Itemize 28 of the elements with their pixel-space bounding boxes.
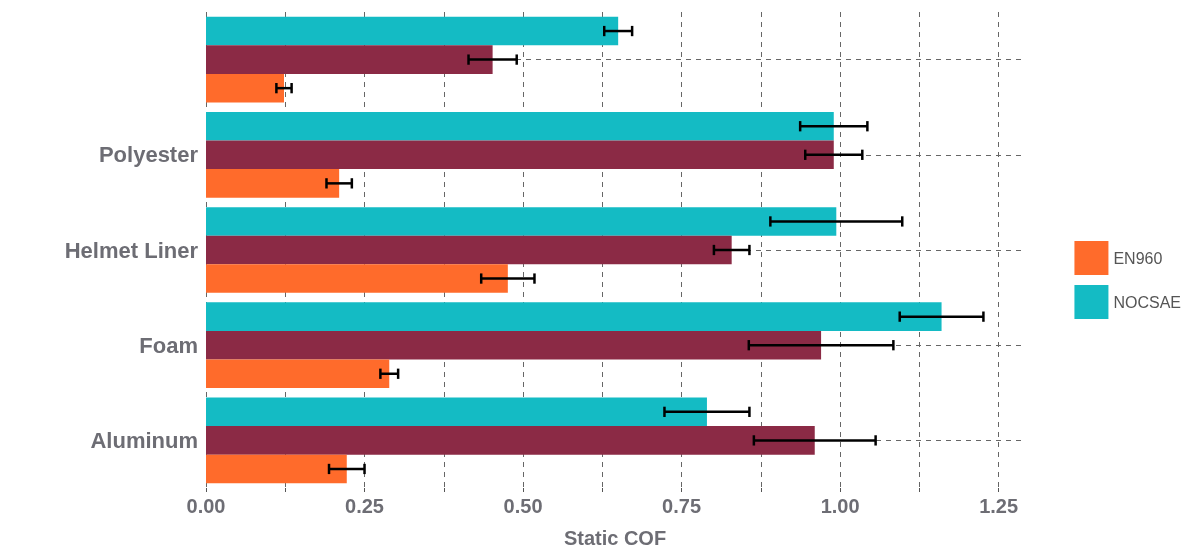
bar: [206, 73, 284, 103]
x-tick-label: 1.00: [820, 495, 860, 517]
bar: [206, 111, 834, 141]
y-tick-label: Polyester: [98, 142, 199, 168]
bar: [206, 207, 837, 236]
bar: [206, 302, 942, 331]
y-tick-label: Foam: [139, 332, 198, 358]
bar: [206, 454, 347, 484]
bar: [206, 235, 732, 265]
bar: [206, 45, 493, 74]
x-tick-label: 0.00: [186, 495, 226, 517]
bar: [206, 16, 619, 46]
y-tick-label: Helmet Liner: [64, 237, 199, 263]
legend-label: NOCSAE: [1113, 293, 1182, 311]
x-tick-label: 0.75: [662, 495, 702, 517]
bar: [206, 397, 707, 427]
bar: [206, 359, 390, 389]
legend-label: EN960: [1113, 249, 1163, 267]
bar: [206, 330, 822, 360]
x-tick-label: 0.50: [503, 495, 543, 517]
bar: [206, 426, 815, 455]
x-tick-label: 1.25: [979, 495, 1019, 517]
x-tick-label: 0.25: [345, 495, 384, 517]
bar: [206, 140, 834, 170]
bar: [206, 169, 340, 198]
bar: [206, 264, 508, 293]
y-tick-label: Aluminum: [90, 427, 198, 453]
x-axis-title: Static COF: [563, 527, 667, 549]
